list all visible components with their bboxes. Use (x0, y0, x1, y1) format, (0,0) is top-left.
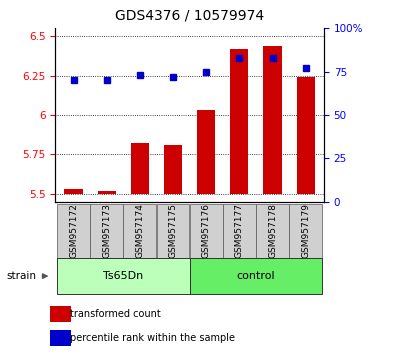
Text: GSM957173: GSM957173 (102, 204, 111, 258)
Bar (289, 204, 322, 258)
Bar (197, 110, 215, 194)
Bar (50, 330, 71, 346)
Bar (98, 191, 116, 194)
Text: GSM957175: GSM957175 (169, 204, 177, 258)
Text: GSM957172: GSM957172 (69, 204, 78, 258)
Text: GSM957176: GSM957176 (202, 204, 211, 258)
Text: GSM957178: GSM957178 (268, 204, 277, 258)
Bar (230, 49, 248, 194)
Bar (50, 306, 71, 322)
Bar (223, 204, 256, 258)
Text: GDS4376 / 10579974: GDS4376 / 10579974 (115, 9, 264, 23)
Text: GSM957174: GSM957174 (135, 204, 144, 258)
Bar (190, 258, 322, 294)
Bar (131, 143, 149, 194)
Text: Ts65Dn: Ts65Dn (103, 271, 143, 281)
Bar (164, 145, 182, 194)
Bar (64, 189, 83, 194)
Bar (263, 46, 282, 194)
Bar (297, 77, 315, 194)
Bar (124, 204, 156, 258)
Bar (90, 204, 123, 258)
Bar (57, 258, 190, 294)
Bar (256, 204, 289, 258)
Text: strain: strain (6, 271, 36, 281)
Bar (190, 204, 223, 258)
Text: GSM957177: GSM957177 (235, 204, 244, 258)
Text: GSM957179: GSM957179 (301, 204, 310, 258)
Text: percentile rank within the sample: percentile rank within the sample (70, 332, 235, 343)
Bar (57, 204, 90, 258)
Text: transformed count: transformed count (70, 309, 161, 319)
Text: control: control (237, 271, 275, 281)
Bar (156, 204, 190, 258)
